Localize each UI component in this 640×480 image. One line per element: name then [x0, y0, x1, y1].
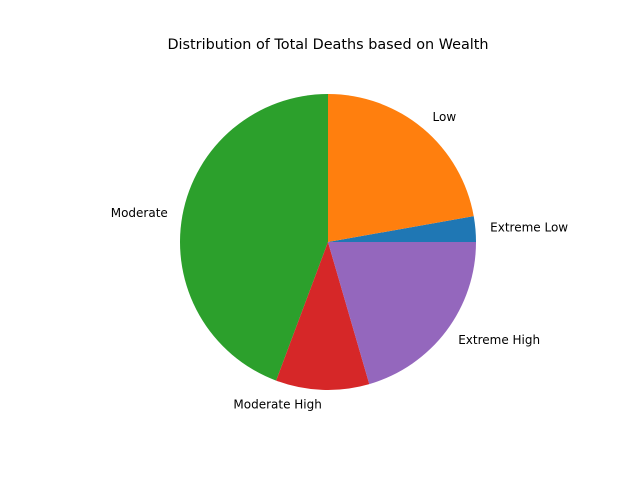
pie-slice-low: [328, 94, 474, 242]
pie-slice-moderate: [180, 94, 328, 381]
pie-label-moderate-high: Moderate High: [233, 398, 321, 412]
pie-label-moderate: Moderate: [111, 206, 168, 220]
pie-slice-extreme-low: [328, 216, 476, 242]
chart-title: Distribution of Total Deaths based on We…: [167, 37, 488, 53]
pie-label-extreme-low: Extreme Low: [490, 221, 568, 235]
pie-slice-extreme-high: [328, 242, 476, 385]
pie-label-low: Low: [433, 110, 457, 124]
pie-slice-moderate-high: [276, 242, 370, 390]
pie-slices: [180, 94, 476, 390]
pie-label-extreme-high: Extreme High: [458, 333, 540, 347]
pie-labels: Extreme Low Low Moderate Moderate High Extre…: [111, 110, 569, 411]
